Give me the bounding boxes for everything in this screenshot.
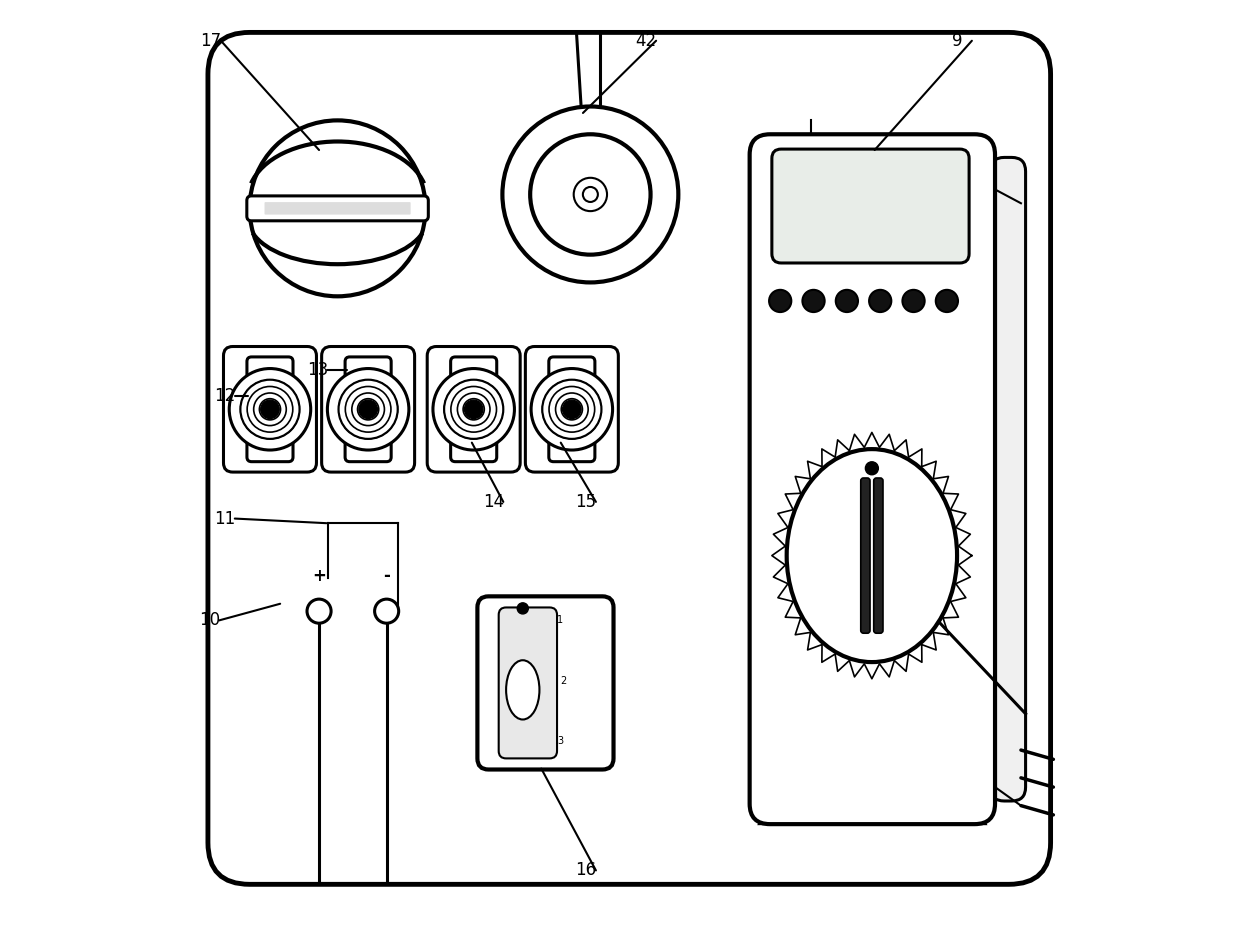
Circle shape — [574, 178, 608, 211]
Circle shape — [517, 603, 528, 614]
FancyBboxPatch shape — [498, 607, 557, 758]
Circle shape — [531, 369, 613, 450]
FancyBboxPatch shape — [345, 437, 391, 462]
Circle shape — [556, 393, 588, 426]
Circle shape — [454, 390, 494, 429]
Text: -: - — [383, 567, 391, 585]
Text: 14: 14 — [482, 493, 505, 511]
Circle shape — [339, 380, 398, 439]
Circle shape — [357, 399, 378, 419]
Circle shape — [444, 380, 503, 439]
FancyBboxPatch shape — [208, 32, 1050, 884]
Circle shape — [250, 390, 289, 429]
Circle shape — [563, 400, 582, 419]
Circle shape — [241, 380, 300, 439]
Circle shape — [358, 400, 377, 419]
FancyBboxPatch shape — [771, 149, 970, 263]
Circle shape — [451, 386, 496, 432]
Text: 16: 16 — [575, 861, 596, 880]
FancyBboxPatch shape — [861, 478, 870, 633]
Circle shape — [308, 599, 331, 623]
FancyBboxPatch shape — [247, 437, 293, 462]
FancyBboxPatch shape — [321, 346, 414, 472]
FancyBboxPatch shape — [247, 196, 428, 220]
Circle shape — [249, 120, 425, 296]
Text: 15: 15 — [575, 493, 596, 511]
Circle shape — [458, 393, 490, 426]
Text: 17: 17 — [201, 31, 222, 50]
Text: +: + — [312, 567, 326, 585]
FancyBboxPatch shape — [247, 357, 293, 382]
FancyBboxPatch shape — [223, 346, 316, 472]
Circle shape — [531, 134, 651, 255]
Circle shape — [241, 380, 299, 439]
FancyBboxPatch shape — [549, 357, 595, 382]
Text: 42: 42 — [636, 31, 657, 50]
FancyBboxPatch shape — [991, 157, 1025, 801]
FancyBboxPatch shape — [264, 202, 410, 215]
Circle shape — [562, 399, 583, 419]
Circle shape — [433, 369, 515, 450]
Text: 2: 2 — [560, 676, 567, 685]
Circle shape — [374, 599, 399, 623]
Circle shape — [247, 386, 293, 432]
Circle shape — [583, 187, 598, 202]
Circle shape — [543, 380, 601, 439]
Ellipse shape — [786, 449, 957, 662]
FancyBboxPatch shape — [450, 357, 497, 382]
Circle shape — [339, 380, 398, 439]
Text: 3: 3 — [557, 736, 563, 745]
Circle shape — [869, 290, 892, 312]
Circle shape — [352, 393, 384, 426]
FancyBboxPatch shape — [874, 478, 883, 633]
Polygon shape — [759, 806, 986, 824]
Circle shape — [348, 390, 388, 429]
Circle shape — [542, 380, 601, 439]
FancyBboxPatch shape — [526, 346, 619, 472]
Circle shape — [903, 290, 925, 312]
FancyBboxPatch shape — [450, 437, 497, 462]
FancyBboxPatch shape — [345, 357, 391, 382]
Circle shape — [260, 400, 279, 419]
Circle shape — [552, 390, 591, 429]
Circle shape — [802, 290, 825, 312]
Circle shape — [769, 290, 791, 312]
FancyBboxPatch shape — [549, 437, 595, 462]
Circle shape — [345, 386, 391, 432]
Polygon shape — [771, 432, 972, 679]
Circle shape — [259, 399, 280, 419]
Text: 9: 9 — [951, 31, 962, 50]
Circle shape — [254, 393, 286, 426]
Text: 10: 10 — [198, 611, 219, 630]
Circle shape — [327, 369, 409, 450]
Circle shape — [465, 400, 482, 419]
Text: 12: 12 — [215, 387, 236, 406]
Circle shape — [229, 369, 311, 450]
Circle shape — [836, 290, 858, 312]
Text: 13: 13 — [308, 361, 329, 380]
Circle shape — [866, 462, 878, 475]
Circle shape — [463, 399, 485, 419]
Circle shape — [549, 386, 595, 432]
Ellipse shape — [506, 660, 539, 720]
FancyBboxPatch shape — [750, 134, 994, 824]
Circle shape — [444, 380, 503, 439]
Text: 11: 11 — [215, 509, 236, 528]
Text: 1: 1 — [557, 616, 563, 625]
FancyBboxPatch shape — [428, 346, 520, 472]
Circle shape — [936, 290, 959, 312]
FancyBboxPatch shape — [477, 596, 614, 770]
Circle shape — [502, 106, 678, 282]
